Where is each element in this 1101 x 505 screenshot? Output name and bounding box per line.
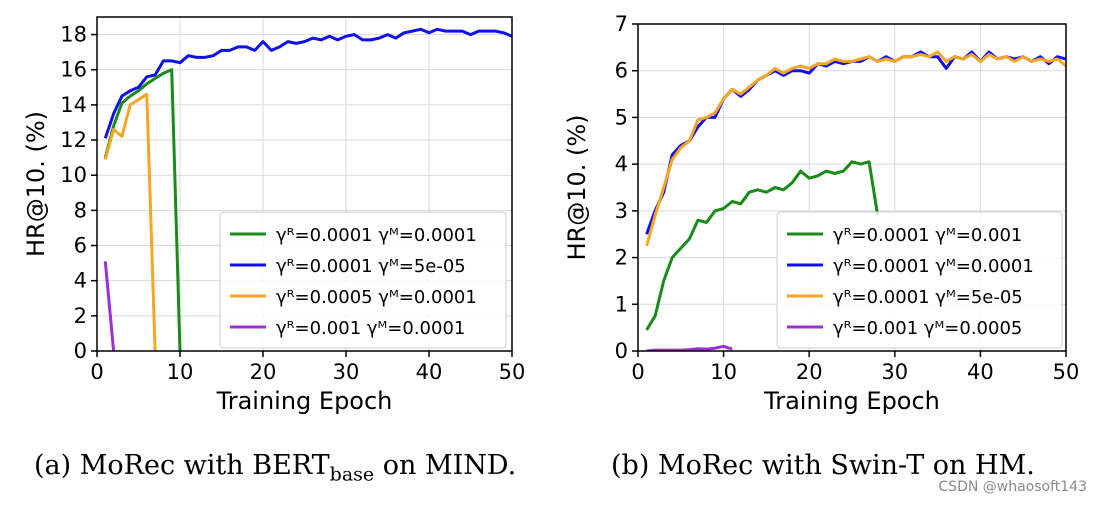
chart-b-legend-label-3: γᴿ=0.001 γᴹ=0.0005 (833, 318, 1022, 339)
chart-a-ytick-label: 14 (60, 93, 87, 117)
chart-b-ytick-label: 0 (615, 339, 628, 363)
chart-b-ylabel: HR@10. (%) (563, 114, 591, 260)
chart-a-legend-box (219, 211, 507, 349)
chart-a-ytick-label: 6 (74, 234, 87, 258)
chart-a-ytick-label: 16 (60, 58, 87, 82)
chart-a-ytick-label: 2 (74, 304, 87, 328)
chart-a-ytick-label: 12 (60, 128, 87, 152)
chart-a-xtick-label: 10 (167, 360, 194, 384)
chart-b-xtick-label: 10 (710, 360, 737, 384)
chart-a-xlabel: Training Epoch (216, 387, 393, 415)
chart-b-legend-label-2: γᴿ=0.0001 γᴹ=5e-05 (833, 287, 1023, 308)
chart-b-series-line-3 (646, 344, 733, 351)
watermark-text: CSDN @whaosoft143 (938, 479, 1087, 495)
chart-a-series-line-0 (103, 68, 182, 351)
chart-a-xtick-label: 30 (333, 360, 360, 384)
chart-a-ytick-label: 18 (60, 23, 87, 47)
caption-b: (b) MoRec with Swin-T on HM. (611, 450, 1035, 481)
chart-a-series-line-3 (103, 261, 116, 351)
chart-a-legend-label-2: γᴿ=0.0005 γᴹ=0.0001 (276, 287, 477, 308)
chart-a-ytick-label: 4 (74, 269, 87, 293)
chart-b-ytick-label: 7 (615, 12, 628, 36)
chart-b-series-line-0 (645, 160, 880, 331)
chart-a-legend-label-3: γᴿ=0.001 γᴹ=0.0001 (276, 318, 465, 339)
chart-a: 0 10 20 30 40 50 0 2 4 6 8 10 12 14 16 18 Training Epoch… (22, 16, 526, 415)
chart-b-legend-box (776, 211, 1063, 349)
chart-a-ytick-label: 0 (74, 339, 87, 363)
chart-b-xtick-label: 0 (631, 360, 644, 384)
chart-b-ytick-label: 4 (615, 152, 628, 176)
chart-b-ytick-label: 1 (615, 292, 628, 316)
chart-a-ytick-label: 10 (60, 163, 87, 187)
chart-b-xlabel: Training Epoch (763, 387, 940, 415)
chart-b-series-line-2 (645, 50, 1066, 247)
chart-b-xtick-label: 20 (796, 360, 823, 384)
chart-b-legend-label-0: γᴿ=0.0001 γᴹ=0.001 (833, 225, 1022, 246)
chart-a-xtick-label: 40 (416, 360, 443, 384)
chart-b-ytick-label: 3 (615, 199, 628, 223)
chart-a-axes-frame (96, 16, 513, 352)
chart-a-ylabel: HR@10. (%) (22, 111, 50, 257)
chart-a-xtick-label: 50 (499, 360, 526, 384)
chart-a-ytick-label: 8 (74, 198, 87, 222)
chart-a-legend-label-1: γᴿ=0.0001 γᴹ=5e-05 (276, 256, 466, 277)
chart-b-xtick-label: 30 (881, 360, 908, 384)
caption-a: (a) MoRec with BERTbase on MIND. (34, 450, 517, 486)
chart-a-legend-label-0: γᴿ=0.0001 γᴹ=0.0001 (276, 225, 477, 246)
chart-b-ytick-label: 6 (615, 59, 628, 83)
chart-b-ytick-label: 2 (615, 246, 628, 270)
chart-a-series-line-1 (103, 27, 512, 139)
chart-a-xtick-label: 20 (250, 360, 277, 384)
chart-b-ytick-label: 5 (615, 105, 628, 129)
chart-b-axes-frame (637, 23, 1067, 352)
chart-b-series-line-1 (645, 50, 1066, 235)
chart-b-legend-label-1: γᴿ=0.0001 γᴹ=0.0001 (833, 256, 1034, 277)
chart-b: 0 10 20 30 40 50 0 1 2 3 4 5 6 7 Training Epoch HR@10. … (563, 12, 1080, 415)
chart-b-xtick-label: 40 (967, 360, 994, 384)
chart-a-xtick-label: 0 (90, 360, 103, 384)
chart-b-xtick-label: 50 (1053, 360, 1080, 384)
chart-a-series-line-2 (103, 92, 157, 351)
